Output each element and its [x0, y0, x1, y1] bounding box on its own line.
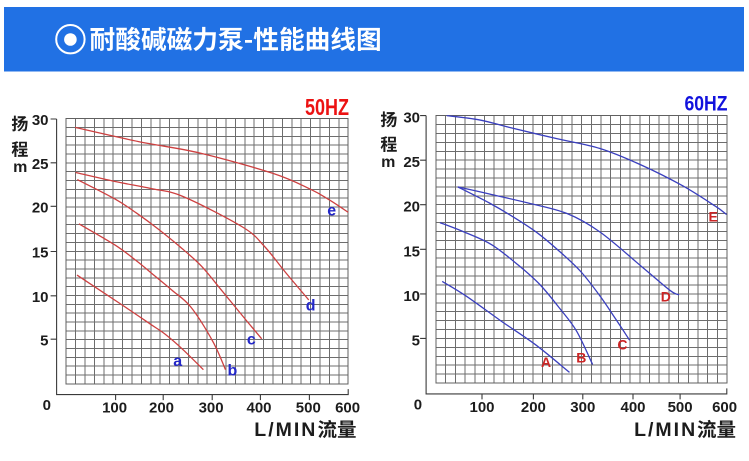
svg-text:b: b: [228, 362, 238, 379]
svg-text:200: 200: [521, 399, 546, 416]
svg-text:0: 0: [414, 396, 422, 413]
svg-text:25: 25: [32, 156, 49, 173]
svg-text:m: m: [381, 154, 395, 171]
svg-text:5: 5: [412, 332, 420, 349]
svg-text:50HZ: 50HZ: [305, 94, 349, 120]
svg-text:d: d: [306, 298, 316, 315]
svg-text:20: 20: [32, 199, 49, 216]
svg-text:L/MIN: L/MIN: [254, 419, 317, 441]
svg-text:e: e: [327, 202, 336, 219]
svg-text:60HZ: 60HZ: [685, 91, 728, 115]
svg-text:10: 10: [403, 288, 420, 305]
svg-text:C: C: [617, 336, 627, 352]
svg-text:300: 300: [199, 400, 224, 417]
svg-text:L/MIN: L/MIN: [634, 419, 697, 441]
svg-text:a: a: [173, 353, 182, 370]
svg-text:500: 500: [296, 400, 321, 417]
svg-text:10: 10: [32, 289, 49, 306]
svg-text:c: c: [247, 332, 256, 349]
svg-text:500: 500: [668, 399, 693, 416]
svg-text:15: 15: [32, 245, 49, 262]
svg-text:600: 600: [712, 399, 737, 416]
svg-text:400: 400: [620, 399, 645, 416]
svg-text:20: 20: [403, 199, 420, 216]
svg-text:E: E: [709, 208, 718, 224]
svg-text:600: 600: [335, 400, 360, 417]
svg-text:100: 100: [469, 399, 494, 416]
svg-text:0: 0: [43, 397, 51, 414]
svg-text:30: 30: [32, 112, 49, 129]
svg-text:B: B: [576, 349, 586, 365]
svg-text:5: 5: [40, 332, 48, 349]
svg-text:A: A: [541, 354, 551, 370]
svg-text:25: 25: [403, 154, 420, 171]
svg-text:400: 400: [246, 400, 271, 417]
svg-text:15: 15: [403, 243, 420, 260]
svg-text:100: 100: [102, 400, 127, 417]
svg-text:30: 30: [403, 110, 420, 127]
svg-text:300: 300: [570, 399, 595, 416]
svg-text:200: 200: [149, 400, 174, 417]
svg-text:m: m: [13, 159, 27, 176]
svg-text:D: D: [661, 289, 671, 305]
